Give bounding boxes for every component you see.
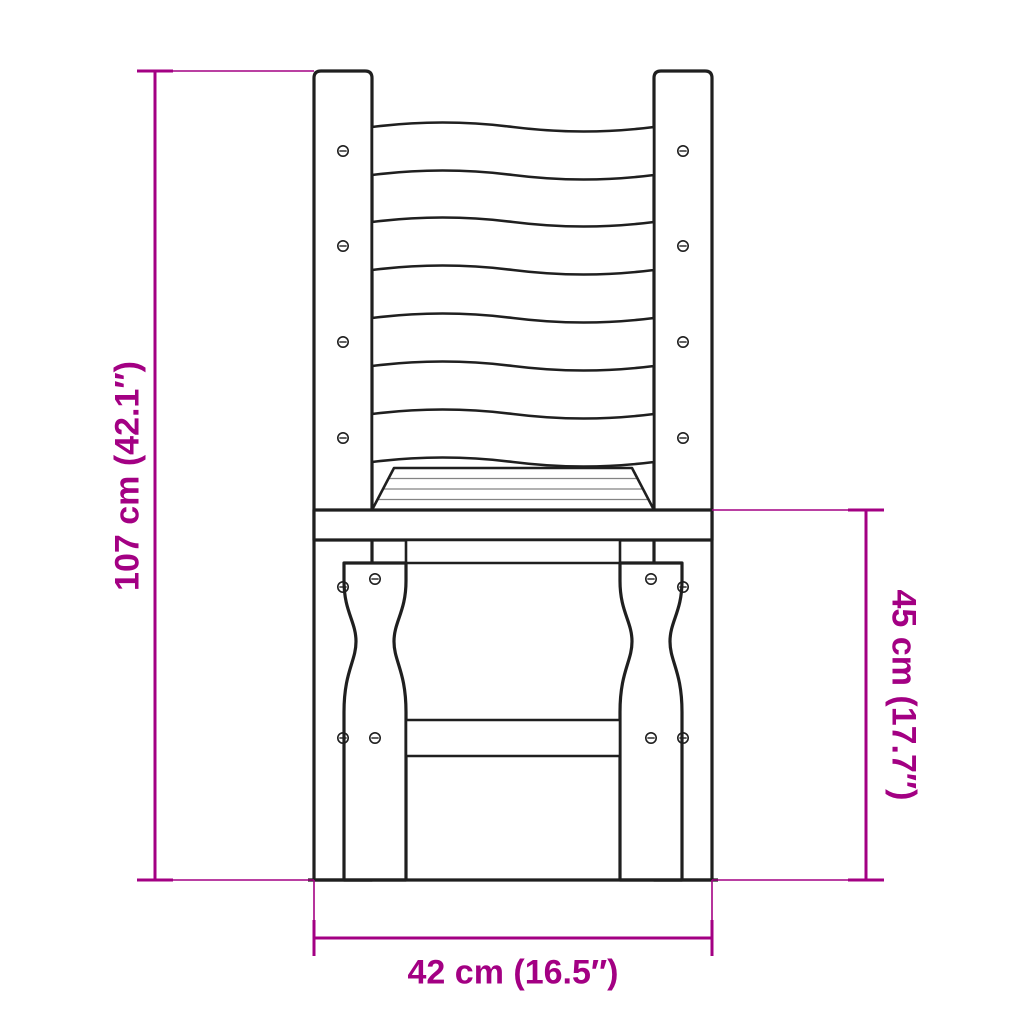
dim-label-seat-height: 45 cm (17.7″): [884, 590, 923, 801]
dim-height-in: (42.1″): [109, 361, 147, 466]
dim-width-cm: 42 cm: [408, 954, 504, 992]
dim-height-cm: 107 cm: [109, 476, 147, 591]
dimension-diagram: 107 cm (42.1″) 45 cm (17.7″) 42 cm (16.5…: [0, 0, 1024, 1024]
dim-seat-in: (17.7″): [885, 695, 923, 800]
dim-seat-cm: 45 cm: [885, 590, 923, 686]
chair-line-drawing: [0, 0, 1024, 1024]
dim-label-width: 42 cm (16.5″): [408, 954, 619, 993]
dim-label-height: 107 cm (42.1″): [109, 361, 148, 591]
dim-width-in: (16.5″): [513, 954, 618, 992]
